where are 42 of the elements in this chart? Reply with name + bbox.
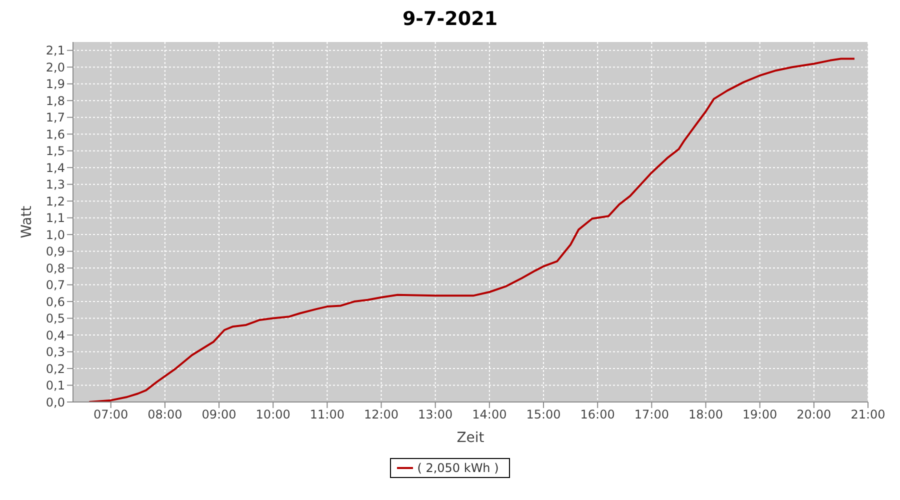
y-tick-label: 1,0 [46,228,65,242]
y-tick-label: 0,1 [46,378,65,393]
x-tick-label: 19:00 [742,408,778,422]
y-tick-label: 0,9 [46,244,65,259]
legend-label: ( 2,050 kWh ) [416,461,499,475]
x-tick-label: 16:00 [580,408,615,422]
y-tick-label: 0,2 [46,362,65,376]
x-tick-label: 09:00 [202,408,236,422]
y-tick-label: 1,6 [46,127,65,142]
y-axis-title: Watt [18,205,35,238]
x-tick-label: 20:00 [796,408,832,422]
y-tick-label: 1,8 [46,94,65,108]
line-series [88,58,856,402]
y-tick-label: 1,7 [46,110,65,125]
y-tick-label: 0,5 [46,312,65,326]
y-tick-label: 1,5 [46,144,65,158]
x-tick-label: 08:00 [148,408,182,422]
y-tick-label: 2,1 [46,44,65,58]
y-tick-label: 0,4 [46,328,65,342]
x-tick-label: 21:00 [850,408,886,422]
y-tick-label: 1,3 [46,178,65,192]
x-axis-title: Zeit [456,430,485,446]
chart-title: 9-7-2021 [401,8,499,32]
x-tick-label: 17:00 [634,408,669,422]
y-tick-label: 1,2 [46,194,65,208]
x-tick-label: 18:00 [688,408,724,422]
x-tick-label: 13:00 [418,408,453,422]
y-tick-label: 1,1 [46,211,65,226]
y-tick-label: 0,8 [46,261,65,276]
x-tick-label: 07:00 [94,408,128,422]
y-tick-label: 2,0 [46,60,65,74]
x-tick-label: 15:00 [526,408,561,422]
y-tick-label: 0,0 [46,395,65,410]
y-tick-label: 0,3 [46,345,65,360]
x-tick-label: 12:00 [364,408,399,422]
y-tick-label: 0,7 [46,278,65,292]
x-tick-label: 14:00 [472,408,507,422]
y-tick-label: 0,6 [46,294,65,309]
y-tick-label: 1,4 [46,160,65,175]
x-tick-label: 11:00 [310,408,344,422]
x-tick-label: 10:00 [256,408,290,422]
y-tick-label: 1,9 [46,77,65,92]
